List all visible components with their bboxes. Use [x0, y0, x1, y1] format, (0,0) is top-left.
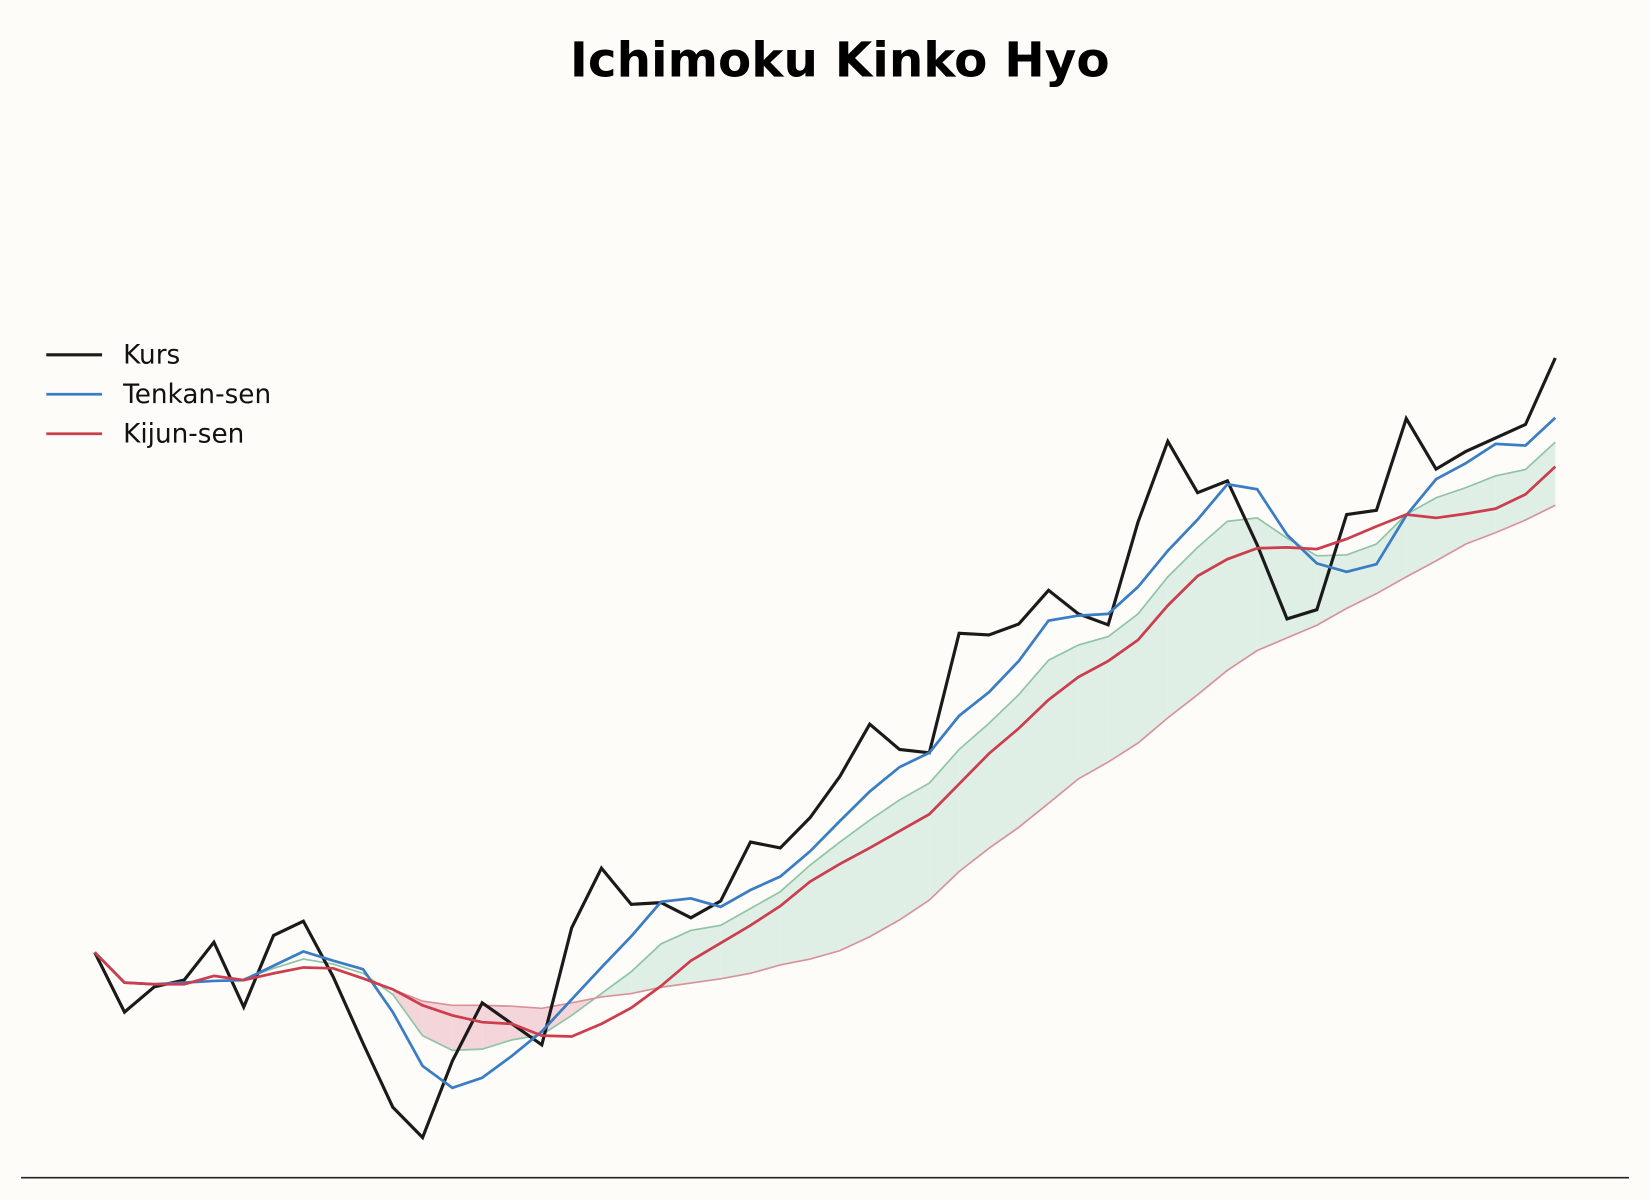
cloud-segment [1376, 514, 1407, 594]
cloud-segment [1137, 576, 1168, 744]
legend-label: Tenkan-sen [122, 380, 271, 410]
cloud-segment [810, 842, 840, 960]
cloud-segment [1078, 636, 1109, 779]
cloud-segment [1436, 487, 1466, 561]
cloud-segment [1167, 547, 1198, 718]
cloud-segment [1108, 613, 1138, 763]
cloud-segment [661, 930, 691, 988]
cloud-segment [1346, 544, 1377, 609]
legend-label: Kurs [123, 340, 180, 370]
cloud-segment [929, 749, 960, 901]
legend-label: Kijun-sen [123, 419, 244, 449]
cloud-segment [899, 783, 930, 920]
span-b [392, 504, 1556, 1010]
cloud-segment [1197, 521, 1228, 695]
chart-title: Ichimoku Kinko Hyo [570, 32, 1110, 88]
cloud-segment [1018, 660, 1049, 828]
cloud-segment [1048, 645, 1079, 804]
cloud-segment [690, 925, 721, 984]
cloud-segment [631, 943, 662, 994]
cloud-segment [1316, 554, 1347, 626]
span-a [243, 441, 1556, 1052]
series-line [93, 357, 1557, 1141]
cloud-segment [780, 865, 811, 965]
cloud-segment [869, 799, 900, 937]
cloud-segment [720, 908, 751, 979]
series-line [93, 416, 1557, 1090]
cloud-segment [1227, 517, 1258, 671]
series-line [93, 465, 1557, 1038]
cloud-segment [482, 1005, 513, 1050]
